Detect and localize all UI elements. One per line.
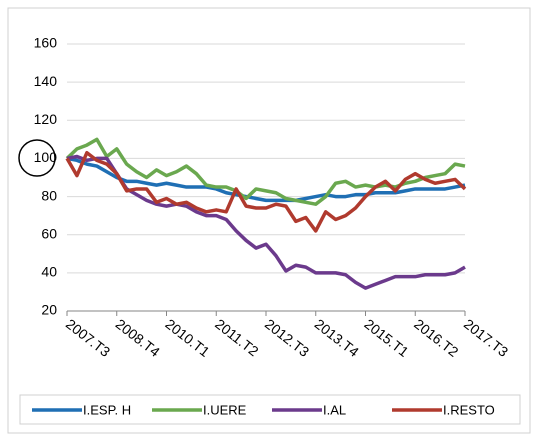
- y-tick-label: 20: [41, 302, 57, 318]
- y-tick-label: 120: [34, 111, 58, 127]
- y-tick-label: 100: [34, 149, 58, 165]
- legend-label: I.ESP. H: [83, 402, 131, 417]
- y-tick-label: 80: [41, 187, 57, 203]
- y-tick-label: 40: [41, 264, 57, 280]
- series-line: [66, 156, 466, 203]
- highlight-circle: [18, 139, 56, 177]
- y-tick-label: 60: [41, 225, 57, 241]
- legend-label: I.UERE: [203, 402, 247, 417]
- legend-label: I.AL: [323, 402, 346, 417]
- series-line: [66, 154, 466, 290]
- y-tick-label: 140: [34, 73, 58, 89]
- y-tick-label: 160: [34, 35, 58, 51]
- legend-label: I.RESTO: [443, 402, 495, 417]
- legend-box: [19, 394, 521, 425]
- series-line: [65, 150, 467, 233]
- chart-border: [7, 7, 531, 434]
